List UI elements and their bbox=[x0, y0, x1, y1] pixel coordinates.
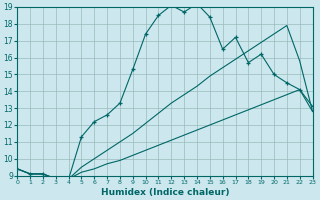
X-axis label: Humidex (Indice chaleur): Humidex (Indice chaleur) bbox=[101, 188, 229, 197]
